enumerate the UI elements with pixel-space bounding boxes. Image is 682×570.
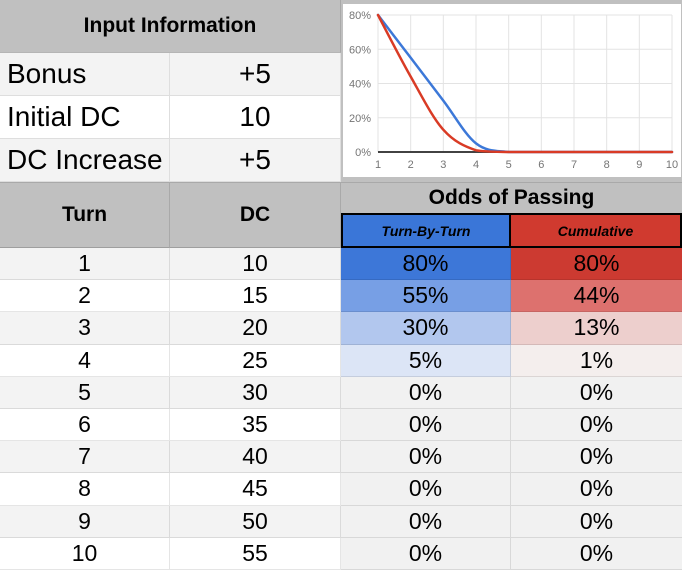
- top-section: Input Information Bonus +5 Initial DC 10…: [0, 0, 682, 182]
- initial-dc-label-cell[interactable]: Initial DC: [0, 96, 170, 139]
- dc-cell[interactable]: 50: [170, 505, 341, 538]
- dc-cell[interactable]: 35: [170, 409, 341, 442]
- tbt-odds-cell[interactable]: 0%: [341, 409, 511, 442]
- x-tick-label: 6: [538, 159, 544, 171]
- turn-cell[interactable]: 1: [0, 248, 170, 281]
- tbt-odds-cell[interactable]: 0%: [341, 376, 511, 409]
- turn-cell[interactable]: 2: [0, 280, 170, 313]
- dc-cell[interactable]: 10: [170, 248, 341, 281]
- turn-cell[interactable]: 5: [0, 376, 170, 409]
- odds-chart[interactable]: 0% 20% 40% 60% 80% 1 2 3 4 5 6 7 8 9 10: [343, 4, 681, 177]
- cum-odds-cell[interactable]: 0%: [511, 441, 682, 474]
- table-row: 7 40 0% 0%: [0, 441, 682, 474]
- x-tick-label: 3: [440, 159, 446, 171]
- turn-cell[interactable]: 4: [0, 344, 170, 377]
- cumulative-header-cell[interactable]: Cumulative: [511, 213, 682, 248]
- input-row-dc-increase: DC Increase +5: [0, 139, 341, 182]
- cum-odds-cell[interactable]: 0%: [511, 505, 682, 538]
- turn-cell[interactable]: 8: [0, 473, 170, 506]
- chart-region: 0% 20% 40% 60% 80% 1 2 3 4 5 6 7 8 9 10: [341, 0, 682, 182]
- turn-by-turn-header-cell[interactable]: Turn-By-Turn: [341, 213, 511, 248]
- tbt-odds-cell[interactable]: 0%: [341, 537, 511, 570]
- y-tick-label: 60%: [349, 44, 371, 56]
- table-row: 10 55 0% 0%: [0, 537, 682, 570]
- y-tick-label: 40%: [349, 79, 371, 91]
- table-header: Turn DC Odds of Passing Turn-By-Turn Cum…: [0, 182, 682, 248]
- input-information-table: Input Information Bonus +5 Initial DC 10…: [0, 0, 341, 182]
- x-tick-label: 4: [473, 159, 479, 171]
- dc-increase-value-cell[interactable]: +5: [170, 139, 341, 182]
- x-tick-label: 5: [506, 159, 512, 171]
- tbt-odds-cell[interactable]: 0%: [341, 473, 511, 506]
- y-tick-label: 20%: [349, 113, 371, 125]
- odds-chart-svg: 0% 20% 40% 60% 80% 1 2 3 4 5 6 7 8 9 10: [349, 10, 678, 171]
- cum-odds-cell[interactable]: 44%: [511, 280, 682, 313]
- cum-odds-cell[interactable]: 0%: [511, 409, 682, 442]
- dc-increase-label-cell[interactable]: DC Increase: [0, 139, 170, 182]
- turn-cell[interactable]: 10: [0, 537, 170, 570]
- y-tick-label: 80%: [349, 10, 371, 22]
- dc-cell[interactable]: 30: [170, 376, 341, 409]
- turn-cell[interactable]: 6: [0, 409, 170, 442]
- cum-odds-cell[interactable]: 80%: [511, 248, 682, 281]
- tbt-odds-cell[interactable]: 80%: [341, 248, 511, 281]
- cum-odds-cell[interactable]: 0%: [511, 537, 682, 570]
- y-tick-label: 0%: [355, 147, 371, 159]
- data-grid: 1 10 80% 80% 2 15 55% 44% 3 20 30% 13% 4…: [0, 248, 682, 570]
- series-line: [376, 13, 674, 154]
- table-row: 6 35 0% 0%: [0, 409, 682, 442]
- table-row: 3 20 30% 13%: [0, 312, 682, 345]
- x-tick-label: 8: [604, 159, 610, 171]
- initial-dc-value-cell[interactable]: 10: [170, 96, 341, 139]
- input-information-title[interactable]: Input Information: [0, 0, 341, 53]
- bonus-label-cell[interactable]: Bonus: [0, 53, 170, 96]
- dc-cell[interactable]: 45: [170, 473, 341, 506]
- tbt-odds-cell[interactable]: 55%: [341, 280, 511, 313]
- x-tick-label: 7: [571, 159, 577, 171]
- tbt-odds-cell[interactable]: 30%: [341, 312, 511, 345]
- table-row: 5 30 0% 0%: [0, 376, 682, 409]
- cum-odds-cell[interactable]: 0%: [511, 473, 682, 506]
- table-row: 4 25 5% 1%: [0, 344, 682, 377]
- turn-cell[interactable]: 3: [0, 312, 170, 345]
- table-row: 1 10 80% 80%: [0, 248, 682, 281]
- dc-cell[interactable]: 25: [170, 344, 341, 377]
- x-tick-label: 1: [375, 159, 381, 171]
- table-row: 9 50 0% 0%: [0, 505, 682, 538]
- dc-cell[interactable]: 20: [170, 312, 341, 345]
- cum-odds-cell[interactable]: 0%: [511, 376, 682, 409]
- table-row: 2 15 55% 44%: [0, 280, 682, 313]
- bonus-value-cell[interactable]: +5: [170, 53, 341, 96]
- odds-header-block: Odds of Passing Turn-By-Turn Cumulative: [341, 182, 682, 248]
- cum-odds-cell[interactable]: 1%: [511, 344, 682, 377]
- x-tick-label: 9: [636, 159, 642, 171]
- x-tick-label: 2: [408, 159, 414, 171]
- tbt-odds-cell[interactable]: 5%: [341, 344, 511, 377]
- tbt-odds-cell[interactable]: 0%: [341, 505, 511, 538]
- cum-odds-cell[interactable]: 13%: [511, 312, 682, 345]
- tbt-odds-cell[interactable]: 0%: [341, 441, 511, 474]
- dc-header-cell[interactable]: DC: [170, 182, 341, 248]
- turn-cell[interactable]: 9: [0, 505, 170, 538]
- dc-cell[interactable]: 40: [170, 441, 341, 474]
- odds-of-passing-title[interactable]: Odds of Passing: [341, 182, 682, 213]
- turn-header-cell[interactable]: Turn: [0, 182, 170, 248]
- input-row-initial-dc: Initial DC 10: [0, 96, 341, 139]
- odds-subheader-row: Turn-By-Turn Cumulative: [341, 213, 682, 248]
- turn-cell[interactable]: 7: [0, 441, 170, 474]
- input-row-bonus: Bonus +5: [0, 53, 341, 96]
- table-row: 8 45 0% 0%: [0, 473, 682, 506]
- dc-cell[interactable]: 55: [170, 537, 341, 570]
- x-tick-label: 10: [666, 159, 678, 171]
- dc-cell[interactable]: 15: [170, 280, 341, 313]
